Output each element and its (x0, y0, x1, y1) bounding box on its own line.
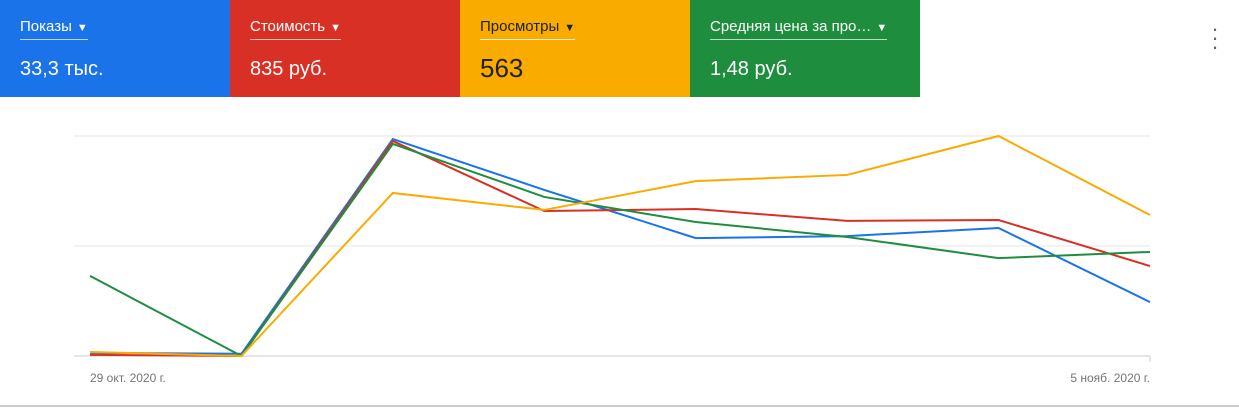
metric-value: 563 (480, 53, 524, 83)
data-point[interactable] (84, 346, 96, 358)
metric-value: 835 руб. (250, 58, 328, 80)
data-point[interactable] (538, 204, 550, 216)
data-point[interactable] (690, 216, 702, 228)
metric-cards: Показы ▼ 33,3 тыс. Стоимость ▼ 835 руб. Пр… (0, 0, 920, 97)
data-point[interactable] (1144, 260, 1156, 272)
data-point[interactable] (387, 138, 399, 150)
x-tick-label: 29 окт. 2020 г. (90, 371, 166, 385)
dropdown-arrow-icon: ▼ (564, 22, 576, 34)
metric-card-avg-cpv[interactable]: Средняя цена за про… ▼ 1,48 руб. (690, 0, 920, 97)
dropdown-arrow-icon: ▼ (876, 22, 888, 34)
metric-value: 1,48 руб. (710, 58, 793, 80)
data-point[interactable] (690, 203, 702, 215)
dropdown-arrow-icon: ▼ (76, 22, 88, 34)
metric-selector[interactable]: Средняя цена за про… ▼ (710, 18, 888, 40)
data-point[interactable] (841, 215, 853, 227)
data-point[interactable] (84, 270, 96, 282)
series-line (89, 137, 1151, 355)
metric-value: 33,3 тыс. (20, 58, 104, 80)
divider (0, 405, 1239, 407)
metric-selector[interactable]: Стоимость ▼ (250, 18, 341, 40)
data-point[interactable] (387, 187, 399, 199)
metric-card-cost[interactable]: Стоимость ▼ 835 руб. (230, 0, 460, 97)
series-line (89, 134, 1151, 358)
data-point[interactable] (690, 175, 702, 187)
data-point[interactable] (841, 231, 853, 243)
series-line (89, 139, 1151, 358)
data-point[interactable] (993, 252, 1005, 264)
data-point[interactable] (993, 214, 1005, 226)
metric-selector[interactable]: Просмотры ▼ (480, 18, 576, 40)
series-line (89, 142, 1151, 358)
data-point[interactable] (235, 350, 247, 362)
more-vert-icon[interactable]: · · · (1211, 16, 1219, 59)
data-point[interactable] (1144, 296, 1156, 308)
data-point[interactable] (1144, 246, 1156, 258)
x-tick-label: 5 нояб. 2020 г. (1070, 371, 1150, 385)
data-point[interactable] (841, 169, 853, 181)
metric-card-impressions[interactable]: Показы ▼ 33,3 тыс. (0, 0, 230, 97)
data-point[interactable] (538, 191, 550, 203)
dropdown-arrow-icon: ▼ (330, 22, 341, 34)
data-point[interactable] (690, 232, 702, 244)
metric-selector[interactable]: Показы ▼ (20, 18, 88, 40)
metric-card-views[interactable]: Просмотры ▼ 563 (460, 0, 690, 97)
data-point[interactable] (993, 130, 1005, 142)
data-point[interactable] (1144, 209, 1156, 221)
